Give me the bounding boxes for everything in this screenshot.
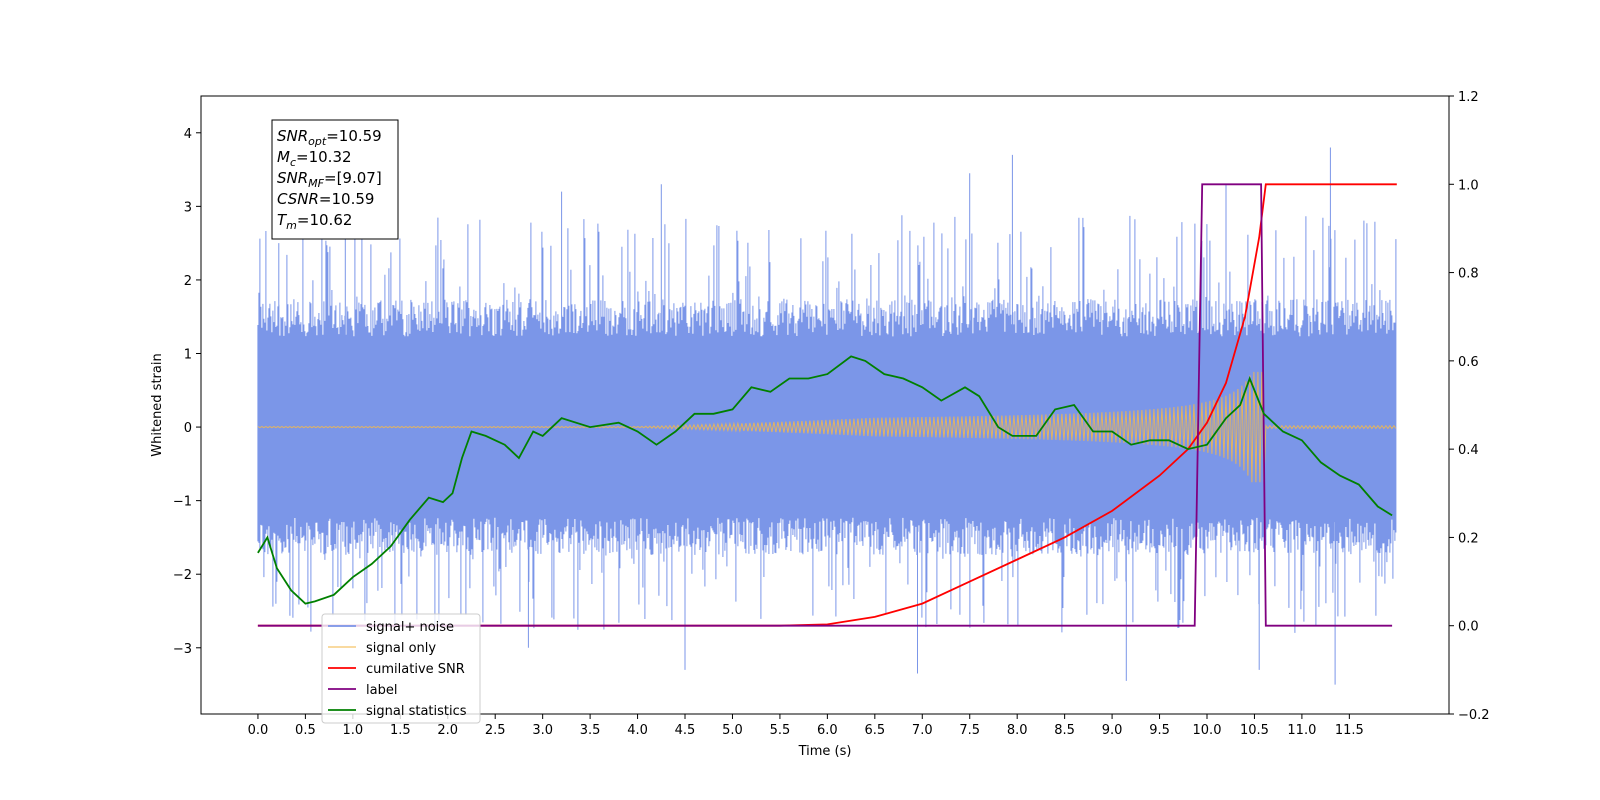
- x-tick-label: 3.5: [580, 723, 601, 738]
- x-tick-label: 11.5: [1335, 723, 1364, 738]
- x-tick-label: 10.0: [1193, 723, 1222, 738]
- y-left-tick-label: −2: [173, 568, 192, 583]
- stats-box-frame: [271, 119, 399, 240]
- x-tick-label: 6.0: [817, 723, 838, 738]
- plot-frame: [200, 95, 1450, 715]
- y-axis-left: −3 −2 −1 0 1 2 3 4: [173, 127, 201, 657]
- stats-box: SNRopt=10.59Mc=10.32SNRMF=[9.07]CSNR=10.…: [271, 119, 399, 240]
- x-tick-label: 1.0: [343, 723, 364, 738]
- x-tick-label: 2.0: [437, 723, 458, 738]
- x-tick-label: 5.5: [770, 723, 791, 738]
- y-right-tick-label: 0.0: [1458, 620, 1479, 635]
- y-left-tick-label: 0: [184, 421, 192, 436]
- y-right-tick-label: −0.2: [1458, 708, 1490, 723]
- series-label-line: [257, 183, 1393, 627]
- legend-label: signal only: [366, 641, 436, 656]
- legend-label: signal statistics: [366, 704, 467, 719]
- legend: signal+ noise signal only cumilative SNR la…: [321, 613, 481, 724]
- x-tick-label: 4.5: [675, 723, 696, 738]
- x-tick-label: 4.0: [627, 723, 648, 738]
- y-right-tick-label: 1.0: [1458, 178, 1479, 193]
- legend-frame: [321, 613, 481, 724]
- x-tick-label: 2.5: [485, 723, 506, 738]
- y-left-tick-label: −3: [173, 642, 192, 657]
- y-right-tick-label: 0.8: [1458, 267, 1479, 282]
- y-axis-left-label: Whitened strain: [150, 353, 165, 456]
- line-series: [257, 183, 1397, 627]
- y-right-tick-label: 1.2: [1458, 90, 1479, 105]
- legend-label: cumilative SNR: [366, 662, 465, 677]
- signal-only-series: [257, 371, 1397, 483]
- x-tick-label: 9.0: [1102, 723, 1123, 738]
- legend-label: signal+ noise: [366, 620, 454, 635]
- y-left-tick-label: 2: [184, 274, 192, 289]
- legend-label: label: [366, 683, 397, 698]
- x-tick-label: 7.0: [912, 723, 933, 738]
- y-axis-right: −0.2 0.0 0.2 0.4 0.6 0.8 1.0 1.2: [1449, 90, 1490, 723]
- series-signal-statistics-line: [257, 355, 1393, 605]
- y-left-tick-label: 1: [184, 348, 192, 363]
- signal-noise-trace: [257, 147, 1397, 685]
- stat-line: Mc=10.32: [277, 148, 352, 169]
- x-axis-label: Time (s): [798, 744, 852, 759]
- x-tick-label: 9.5: [1149, 723, 1170, 738]
- x-tick-label: 11.0: [1287, 723, 1316, 738]
- x-tick-label: 6.5: [864, 723, 885, 738]
- signal-only-trace: [257, 371, 1397, 483]
- stat-line: Tm=10.62: [277, 211, 352, 232]
- y-right-tick-label: 0.2: [1458, 531, 1479, 546]
- x-tick-label: 0.0: [248, 723, 269, 738]
- y-right-tick-label: 0.6: [1458, 355, 1479, 370]
- series-cumilative-snr-line: [257, 183, 1397, 627]
- x-tick-label: 0.5: [295, 723, 316, 738]
- x-tick-label: 1.5: [390, 723, 411, 738]
- y-left-tick-label: 4: [184, 127, 192, 142]
- y-left-tick-label: 3: [184, 200, 192, 215]
- stat-line: SNRopt=10.59: [277, 127, 382, 148]
- x-tick-label: 8.0: [1007, 723, 1028, 738]
- stat-line: CSNR=10.59: [277, 190, 374, 208]
- x-tick-label: 3.0: [532, 723, 553, 738]
- y-left-tick-label: −1: [173, 495, 192, 510]
- stat-line: SNRMF=[9.07]: [277, 169, 382, 190]
- x-axis: 0.0 0.5 1.0 1.5 2.0 2.5 3.0 3.5 4.0 4.5 5.0 5.5 6.0 6…: [248, 714, 1364, 738]
- signal-noise-series: [257, 147, 1397, 685]
- y-right-tick-label: 0.4: [1458, 443, 1479, 458]
- x-tick-label: 10.5: [1240, 723, 1269, 738]
- x-tick-label: 5.0: [722, 723, 743, 738]
- x-tick-label: 8.5: [1054, 723, 1075, 738]
- x-tick-label: 7.5: [959, 723, 980, 738]
